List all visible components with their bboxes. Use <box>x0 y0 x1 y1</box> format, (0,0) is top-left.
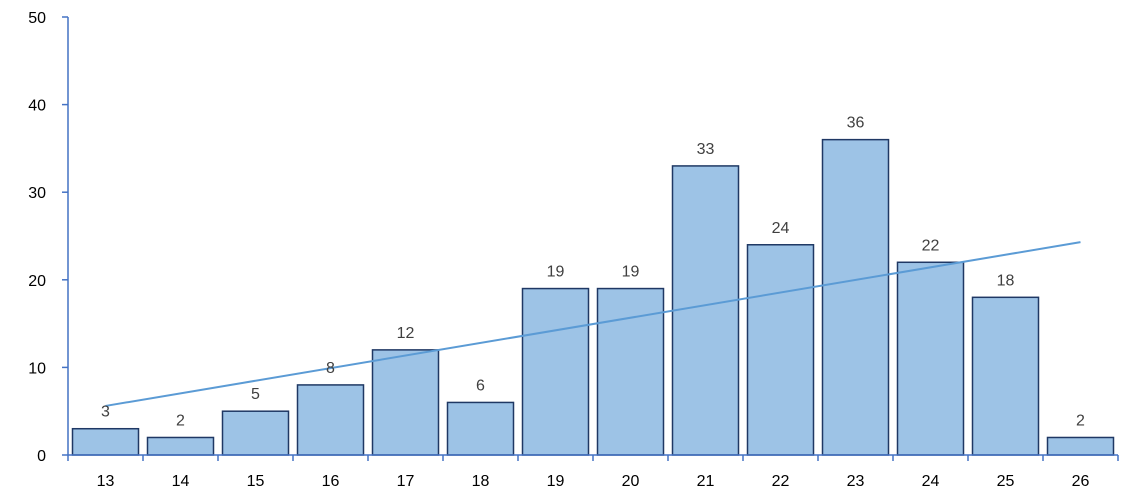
x-tick-label-19: 19 <box>547 473 565 490</box>
x-tick-label-22: 22 <box>772 473 790 490</box>
bar-25 <box>971 296 1040 456</box>
bar-24 <box>896 261 965 456</box>
labels-layer: 3132145158161217618191919203321242236232… <box>28 10 1089 490</box>
x-tick-label-16: 16 <box>322 473 340 490</box>
trendline-layer <box>105 241 1081 407</box>
x-tick-label-21: 21 <box>697 473 715 490</box>
data-label-17: 12 <box>397 325 415 342</box>
bar-13 <box>71 427 140 456</box>
bar-26 <box>1046 436 1115 456</box>
bar-14 <box>146 436 215 456</box>
bar-18 <box>446 401 515 456</box>
y-tick-label-20: 20 <box>28 273 46 290</box>
data-label-19: 19 <box>547 264 565 281</box>
x-tick-label-23: 23 <box>847 473 865 490</box>
bar-23 <box>821 138 890 456</box>
bar-17 <box>371 349 440 456</box>
data-label-13: 3 <box>101 404 110 421</box>
x-tick-label-17: 17 <box>397 473 415 490</box>
data-label-23: 36 <box>847 115 865 132</box>
data-label-20: 19 <box>622 264 640 281</box>
bar-15 <box>221 410 290 456</box>
bar-16 <box>296 384 365 456</box>
x-tick-label-14: 14 <box>172 473 190 490</box>
bar-21 <box>671 165 740 456</box>
x-tick-label-24: 24 <box>922 473 940 490</box>
data-label-25: 18 <box>997 272 1015 289</box>
bars-layer <box>71 138 1115 456</box>
y-tick-label-40: 40 <box>28 98 46 115</box>
data-label-22: 24 <box>772 220 790 237</box>
data-label-16: 8 <box>326 360 335 377</box>
x-tick-label-20: 20 <box>622 473 640 490</box>
y-tick-label-10: 10 <box>28 360 46 377</box>
data-label-21: 33 <box>697 141 715 158</box>
bar-19 <box>521 287 590 456</box>
data-label-24: 22 <box>922 237 940 254</box>
x-tick-label-18: 18 <box>472 473 490 490</box>
x-tick-label-25: 25 <box>997 473 1015 490</box>
y-tick-label-50: 50 <box>28 10 46 27</box>
y-tick-label-30: 30 <box>28 185 46 202</box>
data-label-14: 2 <box>176 412 185 429</box>
axes-layer <box>62 16 1119 461</box>
y-tick-label-0: 0 <box>37 448 46 465</box>
x-tick-label-13: 13 <box>97 473 115 490</box>
data-label-15: 5 <box>251 386 260 403</box>
x-tick-label-26: 26 <box>1072 473 1090 490</box>
x-tick-label-15: 15 <box>247 473 265 490</box>
data-label-26: 2 <box>1076 412 1085 429</box>
bar-22 <box>746 244 815 456</box>
data-label-18: 6 <box>476 377 485 394</box>
bar-20 <box>596 287 665 456</box>
trendline <box>105 241 1081 407</box>
